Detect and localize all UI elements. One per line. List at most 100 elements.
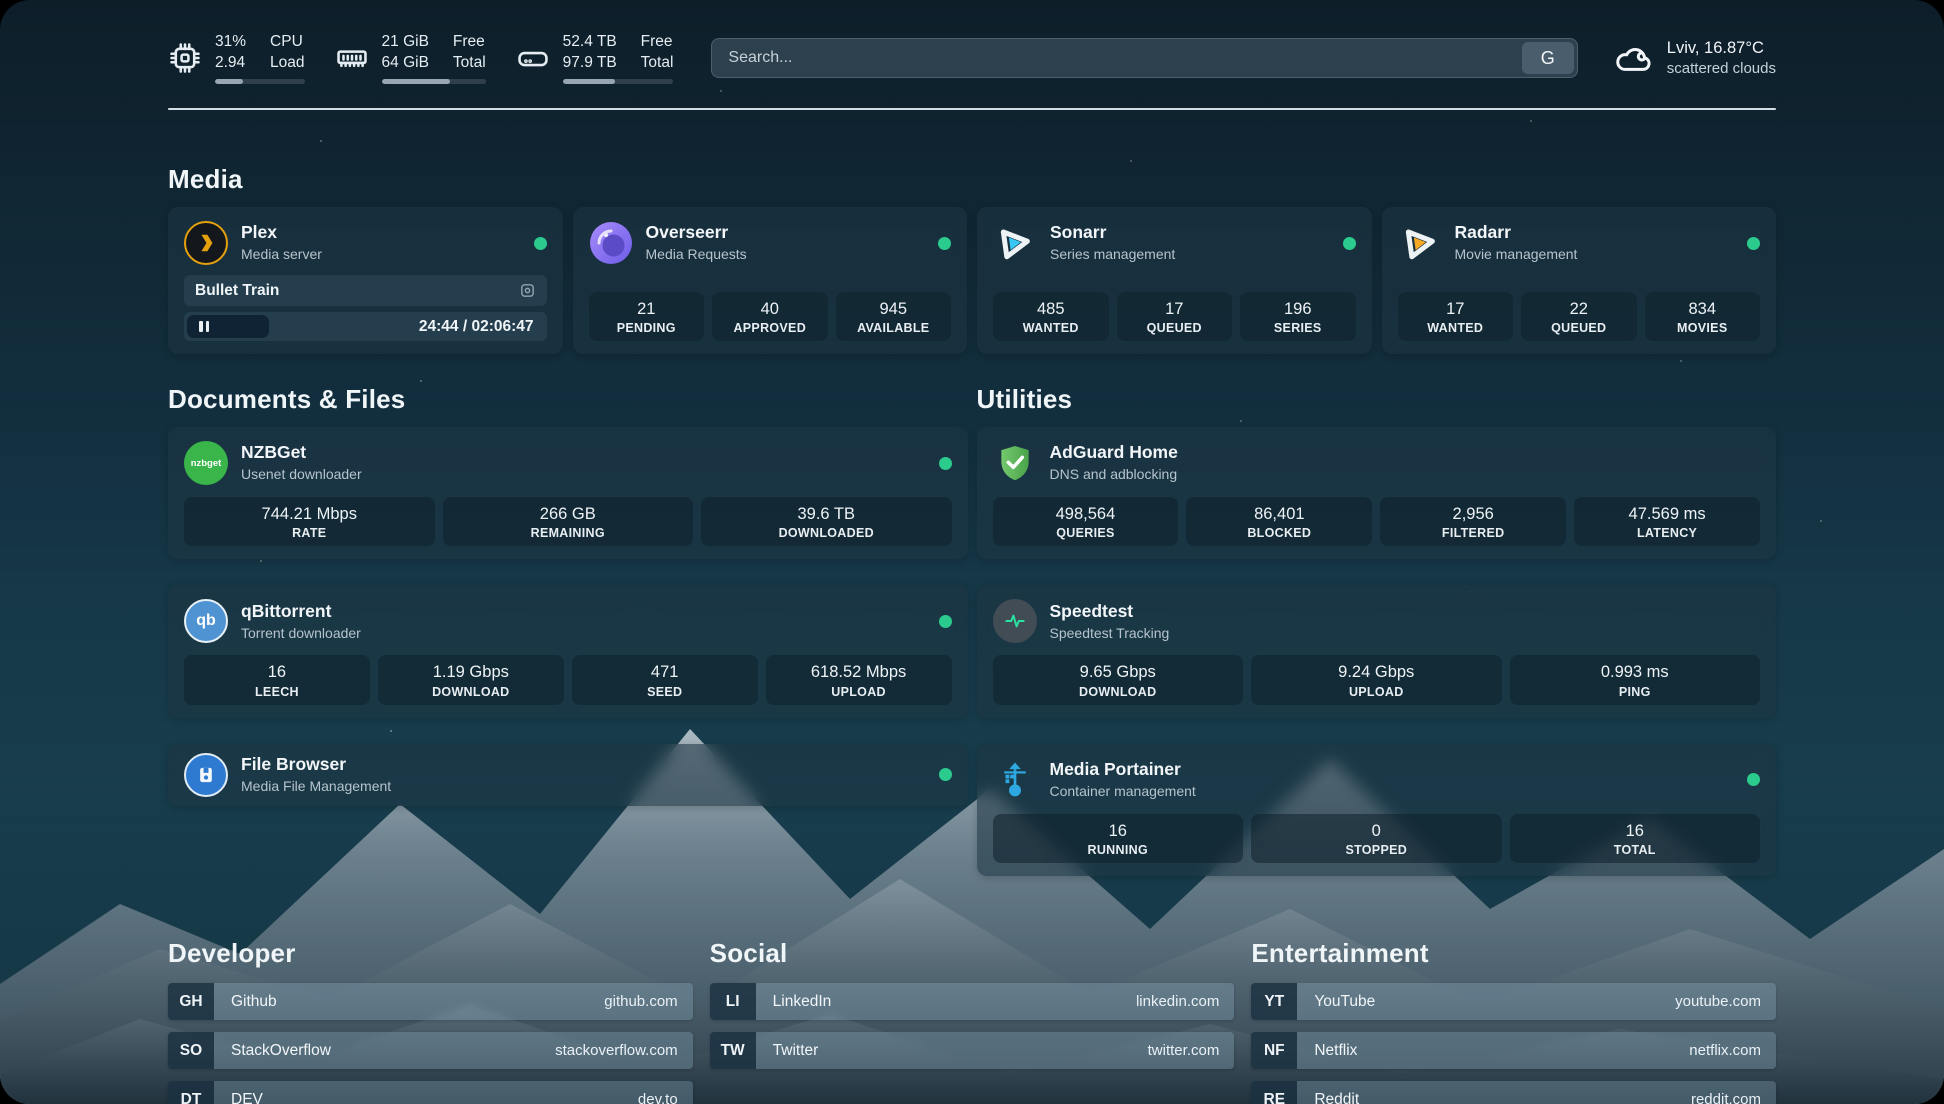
portainer-card[interactable]: Media Portainer Container management 16 … bbox=[976, 743, 1776, 877]
disk-total-value: 97.9 TB bbox=[562, 54, 617, 71]
cpu-progress-fill bbox=[215, 79, 243, 85]
stat-label: AVAILABLE bbox=[857, 321, 930, 335]
stat-downloaded: 39.6 TB DOWNLOADED bbox=[701, 497, 952, 547]
stat-wanted: 485 WANTED bbox=[993, 291, 1109, 341]
stat-label: BLOCKED bbox=[1247, 526, 1312, 541]
link-name: YouTube bbox=[1314, 992, 1376, 1010]
cast-icon[interactable] bbox=[519, 282, 536, 299]
link-row-reddit[interactable]: RE Reddit reddit.com bbox=[1251, 1081, 1776, 1104]
app-name: Speedtest bbox=[1049, 600, 1134, 621]
documents-section: Documents & Files nzbget NZBGet Usenet d… bbox=[168, 384, 968, 876]
stat-label: RATE bbox=[292, 526, 327, 541]
stat-label: UPLOAD bbox=[1348, 684, 1404, 699]
app-subtitle: Series management bbox=[1050, 246, 1176, 263]
social-section: Social LI LinkedIn linkedin.com TW Twitt… bbox=[709, 938, 1235, 1104]
search-input[interactable] bbox=[712, 39, 1519, 77]
link-row-github[interactable]: GH Github github.com bbox=[168, 983, 693, 1021]
stat-stopped: 0 STOPPED bbox=[1251, 813, 1502, 864]
link-url: dev.to bbox=[637, 1091, 678, 1104]
disk-progress-fill bbox=[562, 79, 615, 85]
stat-value: 16 bbox=[1625, 821, 1644, 840]
link-row-stackoverflow[interactable]: SO StackOverflow stackoverflow.com bbox=[168, 1032, 693, 1070]
link-name: LinkedIn bbox=[772, 992, 832, 1010]
stat-label: QUEUED bbox=[1146, 321, 1202, 335]
stat-queries: 498,564 QUERIES bbox=[992, 497, 1179, 547]
developer-section-title: Developer bbox=[168, 938, 296, 969]
radarr-logo-icon bbox=[1398, 221, 1442, 265]
snow-particles bbox=[0, 0, 2, 2]
stat-value: 945 bbox=[879, 299, 908, 318]
stat-series: 196 SERIES bbox=[1240, 291, 1356, 341]
stat-download: 1.19 Gbps DOWNLOAD bbox=[377, 655, 564, 705]
stat-total: 16 TOTAL bbox=[1509, 813, 1760, 864]
stat-available: 945 AVAILABLE bbox=[835, 291, 951, 341]
link-url: reddit.com bbox=[1690, 1091, 1761, 1104]
stat-label: QUEUED bbox=[1551, 321, 1607, 335]
overseerr-logo-icon bbox=[589, 221, 633, 265]
link-name: Twitter bbox=[772, 1041, 819, 1059]
cpu-progress-bar bbox=[215, 79, 305, 85]
stat-blocked: 86,401 BLOCKED bbox=[1186, 497, 1373, 547]
link-row-twitter[interactable]: TW Twitter twitter.com bbox=[709, 1032, 1235, 1070]
search-engine-button[interactable]: G bbox=[1521, 42, 1574, 74]
weather-widget: Lviv, 16.87°C scattered clouds bbox=[1612, 37, 1776, 79]
stat-queued: 17 QUEUED bbox=[1116, 291, 1232, 341]
link-row-dev[interactable]: DT DEV dev.to bbox=[168, 1081, 693, 1104]
app-name: qBittorrent bbox=[241, 600, 332, 621]
sonarr-card[interactable]: Sonarr Series management 485 WANTED 17 Q… bbox=[977, 207, 1372, 354]
utilities-section: Utilities bbox=[976, 384, 1776, 877]
social-section-title: Social bbox=[709, 938, 788, 969]
stat-value: 0.993 ms bbox=[1600, 663, 1669, 682]
app-subtitle: Container management bbox=[1049, 783, 1196, 800]
link-row-netflix[interactable]: NF Netflix netflix.com bbox=[1251, 1032, 1776, 1070]
stat-value: 9.24 Gbps bbox=[1338, 663, 1415, 682]
link-abbr: YT bbox=[1251, 983, 1298, 1021]
pause-pill[interactable] bbox=[187, 315, 269, 338]
nzbget-card[interactable]: nzbget NZBGet Usenet downloader 744.21 M… bbox=[168, 427, 968, 560]
link-url: stackoverflow.com bbox=[555, 1042, 678, 1060]
stat-download: 9.65 Gbps DOWNLOAD bbox=[992, 655, 1243, 705]
stat-ping: 0.993 ms PING bbox=[1509, 655, 1760, 705]
stat-seed: 471 SEED bbox=[571, 655, 758, 705]
adguard-card[interactable]: AdGuard Home DNS and adblocking 498,564 … bbox=[976, 427, 1776, 560]
stat-upload: 618.52 Mbps UPLOAD bbox=[765, 655, 952, 705]
stat-value: 0 bbox=[1371, 821, 1381, 840]
app-name: Plex bbox=[241, 222, 277, 243]
radarr-card[interactable]: Radarr Movie management 17 WANTED 22 QUE… bbox=[1381, 207, 1776, 354]
speedtest-card[interactable]: Speedtest Speedtest Tracking 9.65 Gbps D… bbox=[976, 585, 1776, 718]
hard-drive-icon bbox=[517, 51, 548, 67]
overseerr-card[interactable]: Overseerr Media Requests 21 PENDING 40 A… bbox=[572, 207, 967, 354]
nzbget-logo-text: nzbget bbox=[190, 457, 222, 469]
link-url: netflix.com bbox=[1689, 1042, 1761, 1060]
media-section: Media Plex Media server bbox=[168, 164, 1776, 354]
stat-label: UPLOAD bbox=[831, 684, 886, 699]
stat-value: 266 GB bbox=[539, 505, 596, 523]
link-row-linkedin[interactable]: LI LinkedIn linkedin.com bbox=[709, 983, 1235, 1021]
stat-rate: 744.21 Mbps RATE bbox=[184, 497, 435, 547]
qbittorrent-card[interactable]: qb qBittorrent Torrent downloader 16 bbox=[168, 585, 968, 718]
cpu-load-value: 2.94 bbox=[215, 54, 246, 71]
stat-approved: 40 APPROVED bbox=[712, 291, 828, 341]
link-row-youtube[interactable]: YT YouTube youtube.com bbox=[1251, 983, 1776, 1021]
stat-value: 498,564 bbox=[1055, 505, 1116, 523]
stat-value: 39.6 TB bbox=[797, 505, 855, 523]
plex-card[interactable]: Plex Media server Bullet Train 24:44 / bbox=[168, 207, 563, 354]
status-dot bbox=[1342, 236, 1356, 250]
app-subtitle: Usenet downloader bbox=[241, 466, 362, 483]
stat-value: 471 bbox=[650, 663, 679, 682]
status-dot bbox=[1747, 236, 1760, 250]
qbittorrent-logo-icon: qb bbox=[184, 599, 228, 644]
app-name: Sonarr bbox=[1050, 222, 1107, 243]
link-abbr: DT bbox=[168, 1081, 214, 1104]
pause-icon bbox=[199, 321, 203, 332]
stat-label: FILTERED bbox=[1441, 526, 1505, 541]
stat-value: 40 bbox=[760, 299, 779, 318]
app-subtitle: Torrent downloader bbox=[241, 624, 361, 641]
sonarr-logo-icon bbox=[993, 221, 1037, 265]
app-subtitle: DNS and adblocking bbox=[1049, 466, 1178, 483]
filebrowser-card[interactable]: File Browser Media File Management bbox=[168, 743, 968, 806]
status-dot bbox=[938, 236, 951, 250]
stat-value: 16 bbox=[267, 663, 287, 682]
disk-progress-bar bbox=[562, 79, 674, 85]
stat-label: RUNNING bbox=[1087, 843, 1148, 858]
